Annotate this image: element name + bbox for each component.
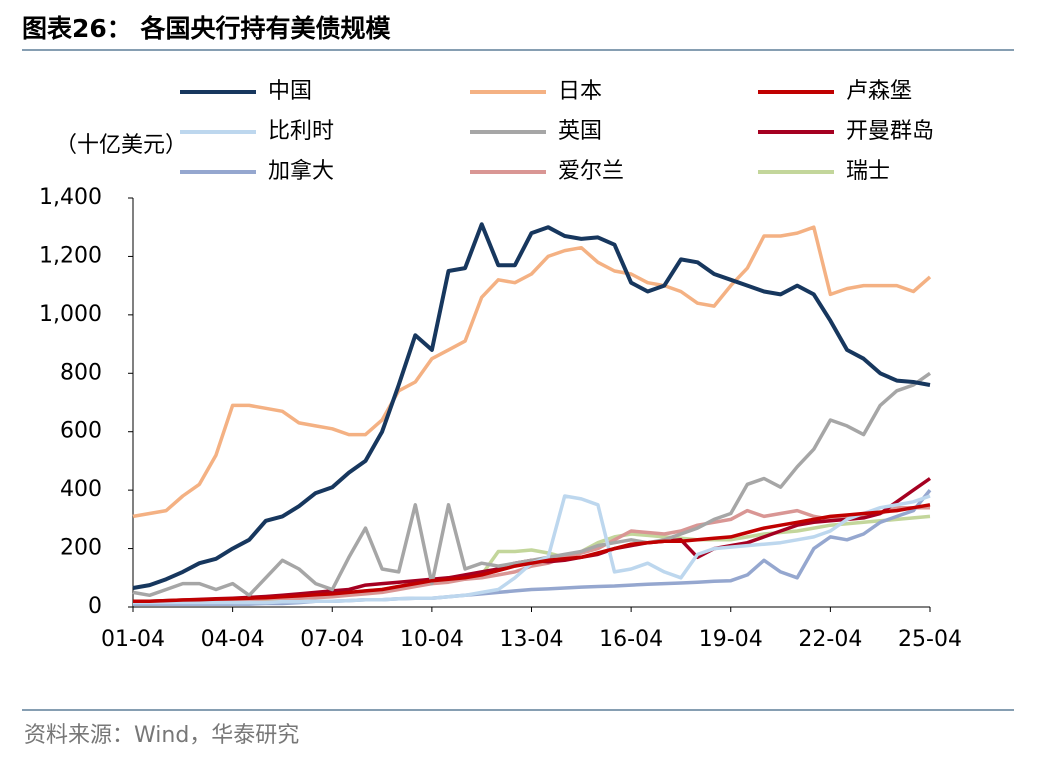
legend-label: 比利时 bbox=[268, 119, 334, 144]
legend-label: 瑞士 bbox=[846, 159, 890, 184]
y-tick-label: 200 bbox=[60, 536, 102, 561]
y-tick-label: 0 bbox=[88, 594, 102, 619]
legend-label: 开曼群岛 bbox=[846, 119, 934, 144]
series-line bbox=[133, 503, 931, 603]
legend-label: 卢森堡 bbox=[846, 79, 912, 104]
legend-label: 日本 bbox=[558, 79, 602, 104]
y-axis-label: （十亿美元） bbox=[55, 133, 187, 158]
series-line bbox=[132, 222, 931, 590]
source-note: 资料来源：Wind，华泰研究 bbox=[24, 723, 299, 748]
y-tick-label: 1,400 bbox=[39, 185, 102, 210]
x-tick-label: 25-04 bbox=[898, 627, 962, 652]
legend-label: 英国 bbox=[558, 119, 602, 144]
y-tick-label: 800 bbox=[60, 360, 102, 385]
legend-label: 爱尔兰 bbox=[558, 159, 624, 184]
legend-label: 加拿大 bbox=[268, 158, 334, 184]
x-tick-label: 10-04 bbox=[400, 627, 464, 652]
x-tick-label: 19-04 bbox=[699, 627, 763, 652]
x-tick-label: 22-04 bbox=[798, 627, 862, 652]
y-tick-label: 1,200 bbox=[39, 243, 102, 268]
x-tick-label: 13-04 bbox=[500, 627, 564, 652]
y-tick-label: 1,000 bbox=[39, 302, 102, 327]
x-tick-label: 01-04 bbox=[101, 627, 165, 652]
y-tick-label: 600 bbox=[60, 419, 102, 444]
chart-title: 图表26： 各国央行持有美债规模 bbox=[22, 14, 391, 43]
legend-label: 中国 bbox=[268, 79, 312, 104]
x-tick-label: 07-04 bbox=[300, 627, 364, 652]
series-line bbox=[132, 371, 932, 598]
series-line bbox=[133, 488, 932, 606]
x-tick-label: 04-04 bbox=[201, 627, 265, 652]
x-tick-label: 16-04 bbox=[599, 627, 663, 652]
y-tick-label: 400 bbox=[60, 477, 102, 502]
series-line bbox=[133, 477, 932, 603]
series-line bbox=[132, 225, 932, 519]
